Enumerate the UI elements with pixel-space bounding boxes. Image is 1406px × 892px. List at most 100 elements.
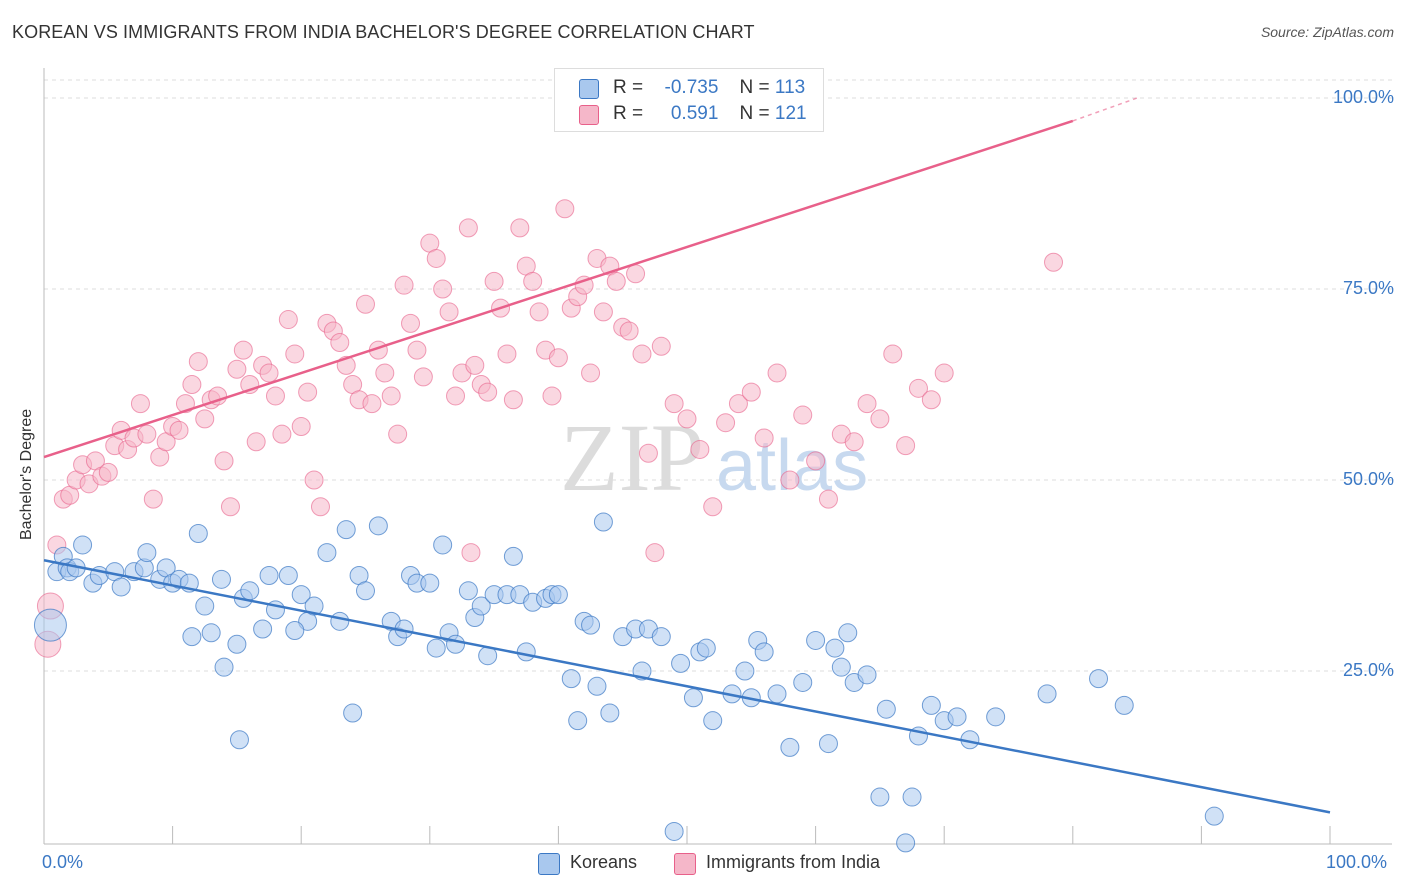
india-point-58 [407,340,427,360]
india-point-25 [195,409,215,429]
korean-point-91 [818,734,838,754]
legend-koreans-label: Koreans [570,852,638,872]
india-point-35 [259,363,279,383]
india-point-96 [651,336,671,356]
korean-point-108 [1089,669,1109,689]
korean-points [33,512,1224,853]
india-point-95 [645,543,665,563]
korean-point-46 [420,573,440,593]
korean-point-68 [587,676,607,696]
india-point-112 [857,394,877,414]
india-point-38 [278,310,298,330]
india-point-118 [934,363,954,383]
india-point-53 [375,363,395,383]
india-trend-extension [1072,97,1138,122]
india-point-119 [1044,252,1064,272]
india-point-66 [458,218,478,238]
india-point-92 [626,264,646,284]
india-point-101 [716,413,736,433]
y-tick-100: 100.0% [1332,87,1394,107]
india-point-108 [806,451,826,471]
korean-point-39 [356,581,375,601]
india-point-109 [818,489,838,509]
india-point-51 [362,394,382,414]
india-point-84 [574,275,594,295]
india-point-54 [381,386,401,406]
x-tick-0: 0.0% [42,852,84,872]
korean-point-23 [214,657,234,677]
korean-point-75 [651,627,671,647]
korean-point-30 [278,566,298,585]
korean-point-50 [446,634,466,654]
india-point-39 [285,344,305,364]
korean-point-28 [259,566,279,585]
korean-point-76 [664,821,684,841]
india-point-70 [484,271,504,291]
india-point-29 [220,497,240,517]
india-point-31 [233,340,253,360]
korean-point-40 [368,516,388,536]
korean-point-80 [696,638,716,658]
india-point-37 [272,424,292,444]
india-point-102 [728,394,748,414]
india-point-103 [741,382,761,402]
korean-point-98 [876,699,896,719]
korean-point-77 [671,653,691,673]
y-axis-label: Bachelor's Degree [18,408,35,540]
india-trend-line [43,119,1074,459]
korean-point-19 [188,523,208,543]
korean-point-83 [735,661,755,681]
koreans-r-label: R = [613,77,644,98]
stats-box: R = -0.735 N = 113 R = 0.591 N = 121 [554,68,824,132]
india-r-value: 0.591 [670,103,719,124]
india-point-107 [793,405,813,425]
korean-point-53 [471,596,491,616]
legend-india-swatch [674,853,696,875]
korean-point-97 [870,787,890,807]
korean-point-104 [947,707,967,727]
korean-point-99 [896,833,916,853]
korean-point-36 [336,520,356,540]
korean-point-57 [503,546,523,566]
korean-point-64 [561,669,581,689]
india-point-40 [291,417,311,437]
india-swatch [579,105,599,125]
india-point-42 [304,470,324,490]
india-point-46 [330,332,350,352]
korean-point-20 [195,596,215,616]
korean-point-21 [201,623,221,643]
legend-koreans-swatch [538,853,560,875]
india-point-62 [433,279,453,299]
india-point-10 [98,462,118,482]
india-point-41 [298,382,318,402]
korean-point-34 [317,543,337,563]
india-point-85 [581,363,601,383]
india-point-113 [870,409,890,429]
korean-point-106 [986,707,1006,727]
korean-point-90 [806,630,826,650]
india-point-115 [896,436,916,456]
korean-point-88 [780,737,800,757]
india-point-73 [503,390,523,410]
india-point-117 [921,390,941,410]
india-point-23 [182,375,202,394]
india-point-67 [465,355,485,375]
x-tick-100: 100.0% [1326,852,1388,872]
india-point-28 [214,451,234,471]
korean-point-47 [426,638,446,658]
y-tick-75: 75.0% [1342,278,1394,298]
korean-point-81 [703,711,723,731]
india-point-21 [169,420,189,440]
india-point-33 [246,432,266,452]
india-point-94 [638,443,658,463]
korean-point-87 [767,684,787,704]
india-point-99 [690,439,710,459]
korean-point-48 [433,535,453,555]
india-point-76 [523,271,543,291]
india-point-80 [548,348,568,368]
korean-point-26 [240,581,260,601]
korean-point-33 [304,596,324,616]
india-point-61 [426,248,446,268]
korean-point-51 [458,581,478,601]
